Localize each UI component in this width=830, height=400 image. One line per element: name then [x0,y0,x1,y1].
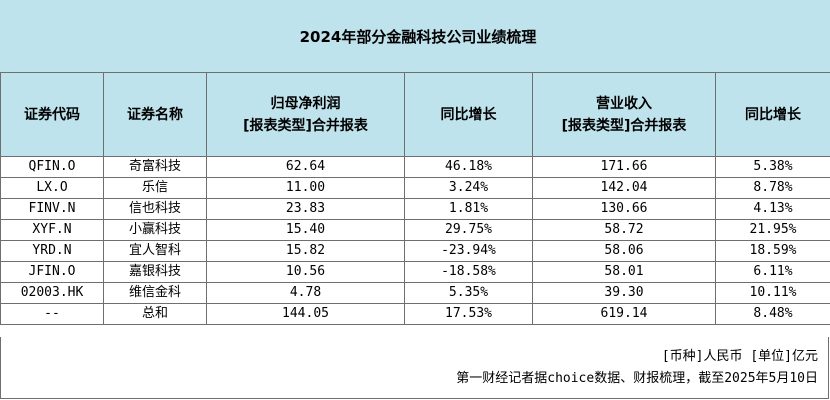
cell-revenue: 130.66 [532,198,716,220]
header-revenue-line1: 营业收入 [596,95,652,112]
cell-revenue-yoy: 6.11% [715,261,830,283]
header-row: 证券代码 证券名称 归母净利润 [报表类型]合并报表 同比增长 营业收入 [报表… [0,72,830,157]
cell-code: FINV.N [0,198,104,220]
title-band: 2024年部分金融科技公司业绩梳理 [0,0,830,73]
cell-name: 信也科技 [103,198,207,220]
cell-code: JFIN.O [0,261,104,283]
cell-code: -- [0,303,104,325]
cell-revenue-yoy: 8.48% [715,303,830,325]
header-revenue: 营业收入 [报表类型]合并报表 [532,72,716,157]
table-row: JFIN.O 嘉银科技 10.56 -18.58% 58.01 6.11% [0,261,830,283]
header-net-profit-line2: [报表类型]合并报表 [243,117,368,134]
header-profit-yoy: 同比增长 [404,72,533,157]
cell-revenue-yoy: 8.78% [715,177,830,199]
cell-profit: 144.05 [206,303,405,325]
cell-name: 维信金科 [103,282,207,304]
cell-profit: 11.00 [206,177,405,199]
cell-code: XYF.N [0,219,104,241]
table-row: FINV.N 信也科技 23.83 1.81% 130.66 4.13% [0,198,830,220]
table-row: QFIN.O 奇富科技 62.64 46.18% 171.66 5.38% [0,156,830,178]
header-code: 证券代码 [0,72,104,157]
cell-code: QFIN.O [0,156,104,178]
performance-table: 证券代码 证券名称 归母净利润 [报表类型]合并报表 同比增长 营业收入 [报表… [0,72,830,325]
cell-revenue: 58.01 [532,261,716,283]
cell-profit-yoy: 17.53% [404,303,533,325]
unit-note: [币种]人民币 [单位]亿元 [661,349,818,364]
header-net-profit-line1: 归母净利润 [270,95,341,112]
cell-profit-yoy: 3.24% [404,177,533,199]
cell-revenue-yoy: 10.11% [715,282,830,304]
cell-name: 总和 [103,303,207,325]
cell-name: 小赢科技 [103,219,207,241]
cell-profit-yoy: 46.18% [404,156,533,178]
cell-revenue-yoy: 18.59% [715,240,830,262]
header-name: 证券名称 [103,72,207,157]
cell-revenue: 619.14 [532,303,716,325]
cell-revenue-yoy: 4.13% [715,198,830,220]
cell-revenue-yoy: 5.38% [715,156,830,178]
cell-profit-yoy: 5.35% [404,282,533,304]
cell-profit-yoy: 29.75% [404,219,533,241]
cell-revenue-yoy: 21.95% [715,219,830,241]
cell-profit-yoy: 1.81% [404,198,533,220]
cell-code: LX.O [0,177,104,199]
cell-revenue: 58.06 [532,240,716,262]
header-revenue-yoy: 同比增长 [715,72,830,157]
cell-code: 02003.HK [0,282,104,304]
table-title: 2024年部分金融科技公司业绩梳理 [299,27,537,46]
table-row: 02003.HK 维信金科 4.78 5.35% 39.30 10.11% [0,282,830,304]
cell-profit: 15.40 [206,219,405,241]
source-note: 第一财经记者据choice数据、财报梳理，截至2025年5月10日 [456,371,818,386]
cell-profit: 23.83 [206,198,405,220]
cell-profit: 15.82 [206,240,405,262]
table-row: XYF.N 小赢科技 15.40 29.75% 58.72 21.95% [0,219,830,241]
cell-profit: 10.56 [206,261,405,283]
cell-revenue: 171.66 [532,156,716,178]
footer-notes: [币种]人民币 [单位]亿元 第一财经记者据choice数据、财报梳理，截至20… [0,337,829,399]
table-row: YRD.N 宜人智科 15.82 -23.94% 58.06 18.59% [0,240,830,262]
header-net-profit: 归母净利润 [报表类型]合并报表 [206,72,405,157]
cell-profit: 4.78 [206,282,405,304]
cell-profit-yoy: -23.94% [404,240,533,262]
cell-profit-yoy: -18.58% [404,261,533,283]
cell-name: 奇富科技 [103,156,207,178]
cell-code: YRD.N [0,240,104,262]
cell-revenue: 142.04 [532,177,716,199]
cell-revenue: 39.30 [532,282,716,304]
cell-name: 宜人智科 [103,240,207,262]
total-row: -- 总和 144.05 17.53% 619.14 8.48% [0,303,830,325]
cell-name: 嘉银科技 [103,261,207,283]
header-revenue-line2: [报表类型]合并报表 [561,117,687,134]
cell-name: 乐信 [103,177,207,199]
cell-revenue: 58.72 [532,219,716,241]
cell-profit: 62.64 [206,156,405,178]
table-row: LX.O 乐信 11.00 3.24% 142.04 8.78% [0,177,830,199]
